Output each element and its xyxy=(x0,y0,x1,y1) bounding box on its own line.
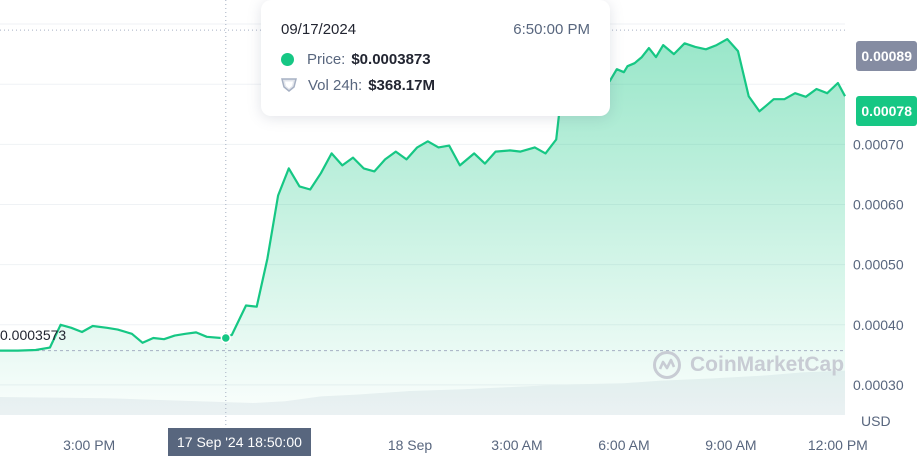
tooltip-date: 09/17/2024 xyxy=(281,20,357,38)
current-price-badge: 0.00078 xyxy=(856,96,917,126)
price-line xyxy=(0,26,846,352)
price-area-fill xyxy=(0,27,845,415)
x-tick-label: 3:00 PM xyxy=(63,437,115,453)
tooltip-volume-value: $368.17M xyxy=(368,76,435,94)
tooltip-time: 6:50:00 PM xyxy=(513,20,590,38)
y-tick-label: 0.00030 xyxy=(853,377,904,393)
y-tick-label: 0.00040 xyxy=(853,317,904,333)
hover-marker xyxy=(220,332,232,344)
guide-lines xyxy=(0,0,845,427)
price-dot-icon xyxy=(281,52,294,66)
volume-shield-icon xyxy=(281,78,297,92)
x-tick-label: 3:00 AM xyxy=(491,437,542,453)
y-tick-label: 0.00050 xyxy=(853,257,904,273)
x-tick-label: 9:00 AM xyxy=(705,437,756,453)
y-tick-label: 0.00060 xyxy=(853,196,904,212)
y-tick-label: 0.00070 xyxy=(853,136,904,152)
y-axis: 0.00030 0.00040 0.00050 0.00060 0.00070 xyxy=(853,136,904,393)
x-tick-label: 12:00 PM xyxy=(808,437,868,453)
tooltip-price-label: Price: xyxy=(307,50,346,68)
crosshair-time-label: 17 Sep '24 18:50:00 xyxy=(168,428,311,456)
watermark-text: CoinMarketCap xyxy=(690,353,845,376)
price-series-line xyxy=(0,26,846,352)
price-area xyxy=(0,27,845,415)
start-price-label: 0.0003573 xyxy=(0,327,67,343)
high-price-badge: 0.00089 xyxy=(856,41,917,71)
x-tick-label: 6:00 AM xyxy=(598,437,649,453)
coinmarketcap-watermark: CoinMarketCap xyxy=(652,350,844,380)
x-tick-label: 18 Sep xyxy=(388,437,433,453)
coinmarketcap-logo-icon xyxy=(653,351,681,379)
price-tooltip: 09/17/2024 6:50:00 PM Price: $0.0003873 … xyxy=(261,0,610,116)
currency-label: USD xyxy=(861,413,891,429)
hover-point xyxy=(220,332,232,344)
tooltip-volume-label: Vol 24h: xyxy=(308,76,363,94)
tooltip-price-value: $0.0003873 xyxy=(351,50,431,68)
